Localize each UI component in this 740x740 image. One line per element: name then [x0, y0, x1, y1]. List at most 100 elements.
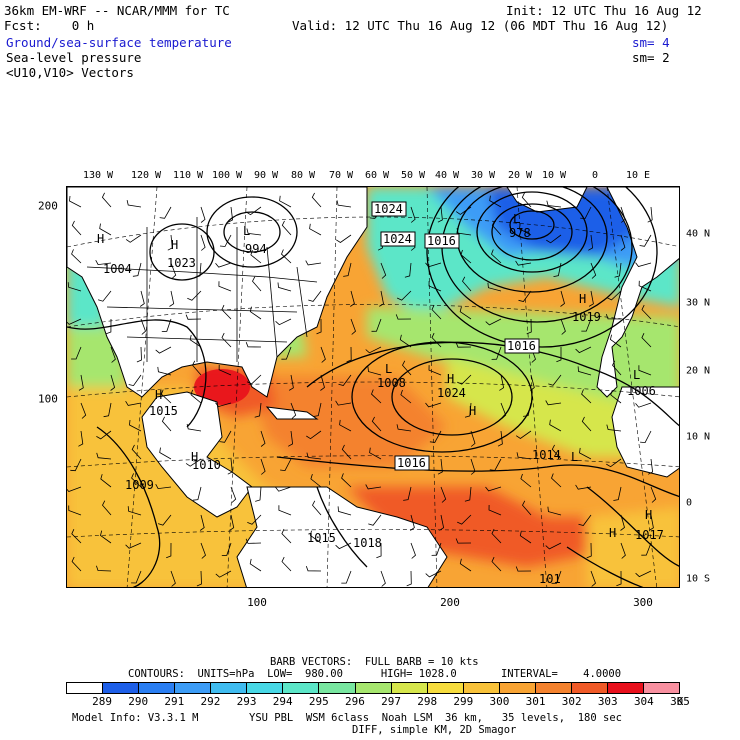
wind-barb	[246, 228, 262, 236]
wind-barb	[530, 374, 535, 391]
wind-barb	[157, 514, 172, 526]
wind-barb	[219, 234, 232, 247]
wind-barb	[227, 458, 233, 475]
wind-barb	[580, 206, 592, 220]
wind-barb	[246, 374, 262, 385]
wind-barb	[610, 389, 622, 404]
colorbar-label: 289	[92, 695, 113, 708]
gulf-hotspot	[194, 369, 250, 405]
wind-barb	[455, 342, 472, 348]
colorbar-label: 292	[200, 695, 221, 708]
pressure-label: 1024	[383, 232, 412, 246]
wind-barb	[71, 249, 82, 264]
wind-barb	[316, 318, 322, 335]
wind-barb	[556, 347, 562, 363]
wind-barb	[219, 430, 232, 443]
colorbar-label: 301	[525, 695, 546, 708]
wind-barb	[488, 504, 502, 516]
colorbar-swatch	[355, 683, 392, 693]
wind-barb	[110, 374, 116, 391]
wind-barb	[365, 346, 382, 354]
wind-barb	[102, 500, 112, 516]
high-pressure-center: H	[609, 526, 616, 540]
wind-barb	[406, 570, 412, 587]
wind-barb	[620, 542, 626, 559]
wind-barb	[200, 542, 206, 559]
forecast-hour: Fcst: 0 h	[4, 18, 95, 33]
wind-barb	[547, 506, 562, 516]
temperature-colorbar	[66, 682, 680, 694]
longitude-label: 110 W	[172, 170, 204, 181]
colorbar-swatch	[571, 683, 608, 693]
wind-barb	[190, 389, 202, 404]
wind-barb	[638, 280, 652, 292]
wind-barb	[491, 528, 502, 544]
wind-barb	[281, 346, 292, 360]
wind-barb	[581, 389, 592, 404]
wind-barb	[371, 318, 382, 332]
wind-barb	[459, 306, 472, 320]
wind-barb	[518, 290, 532, 302]
wind-barb	[606, 290, 622, 301]
wind-barb	[519, 530, 532, 544]
pressure-label-box	[504, 338, 540, 354]
pressure-label: 1009	[125, 478, 154, 492]
wind-barb	[647, 206, 653, 223]
init-time: Init: 12 UTC Thu 16 Aug 12	[506, 3, 702, 18]
wind-barb	[588, 234, 594, 251]
model-info: Model Info: V3.3.1 M YSU PBL WSM 6class …	[72, 712, 622, 724]
wind-barb	[288, 374, 294, 391]
valid-time: Valid: 12 UTC Thu 16 Aug 12 (06 MDT Thu …	[292, 18, 669, 33]
wind-barb	[277, 282, 292, 292]
colorbar-swatch	[319, 683, 356, 693]
model-title: 36km EM-WRF -- NCAR/MMM for TC	[4, 3, 230, 18]
wind-barb	[279, 195, 292, 208]
pressure-label: 1010	[192, 458, 221, 472]
wind-barb	[129, 419, 142, 432]
wind-barb	[215, 262, 232, 268]
wind-barb	[192, 486, 202, 501]
wind-barb	[128, 374, 142, 387]
pressure-label-box	[380, 231, 416, 247]
wind-barb	[71, 346, 82, 360]
wind-barb	[341, 570, 352, 584]
colorbar-swatch	[67, 683, 104, 693]
wind-barb	[255, 486, 262, 502]
colorbar-swatch	[247, 683, 284, 693]
wind-barb	[609, 334, 622, 348]
wind-barb	[470, 458, 476, 475]
wind-barb	[125, 234, 142, 243]
pressure-label: 1016	[397, 456, 426, 470]
longitude-label: 70 W	[328, 170, 354, 181]
contours-legend: CONTOURS: UNITS=hPa LOW= 980.00 HIGH= 10…	[128, 668, 622, 680]
wind-barb	[403, 486, 412, 501]
wind-barb	[440, 486, 447, 503]
wind-barb	[131, 570, 142, 584]
wind-barb	[127, 506, 142, 516]
wind-barb	[410, 514, 415, 531]
wind-barb	[431, 542, 442, 556]
wind-barb	[612, 360, 622, 376]
wind-barb	[425, 402, 442, 408]
wind-barb	[641, 333, 652, 348]
wind-barb	[371, 389, 382, 404]
x-tick-300: 300	[633, 596, 653, 609]
wind-barb	[523, 402, 532, 417]
latitude-label: 10 S	[686, 573, 711, 585]
wind-barb	[221, 332, 232, 348]
wind-barb	[71, 556, 82, 572]
weather-map-graphic: 1024 1024 1016 1016 1016 978 994 1004 1023 1019 10…	[67, 187, 679, 587]
wind-barb	[281, 528, 292, 544]
low-pressure-center: L	[243, 224, 250, 238]
wind-barb	[170, 262, 177, 279]
wind-barb	[520, 473, 532, 488]
wind-barb	[346, 346, 352, 363]
high-pressure-center: H	[191, 450, 198, 464]
wind-barb	[159, 447, 172, 460]
wind-barb	[605, 313, 622, 320]
wind-barb	[460, 249, 472, 264]
field-sea-level-pressure-smoothing: sm= 2	[632, 50, 670, 65]
wind-barb	[464, 402, 472, 418]
wind-barb	[410, 542, 416, 559]
wind-barb	[367, 366, 382, 376]
